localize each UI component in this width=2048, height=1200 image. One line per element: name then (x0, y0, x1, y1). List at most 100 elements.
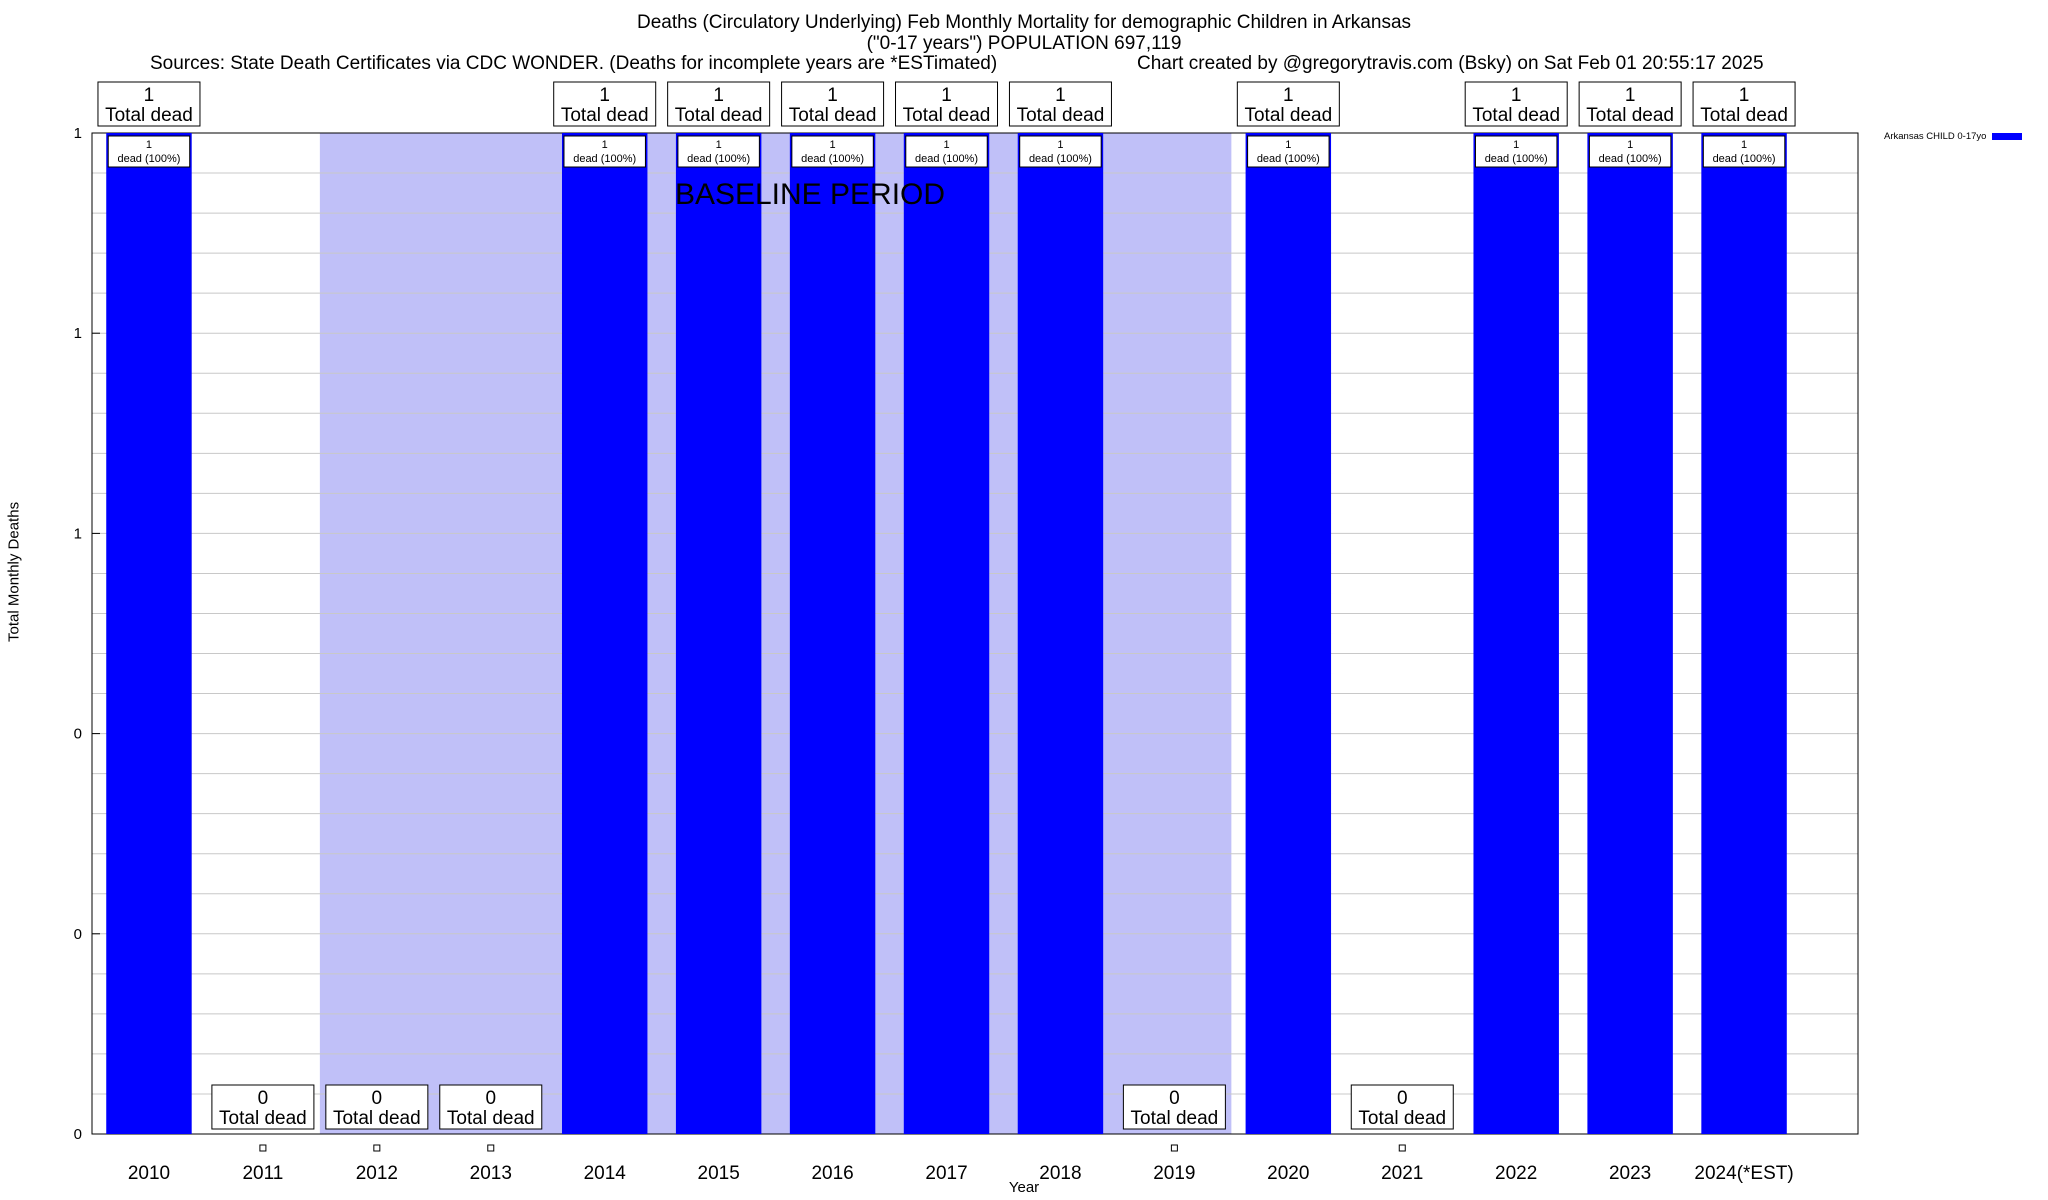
total-label-text: Total dead (1472, 105, 1560, 126)
total-label-text: Total dead (675, 105, 763, 126)
bar-inner-label-value: 1 (716, 139, 722, 151)
x-tick-label: 2013 (470, 1163, 512, 1184)
x-tick-label: 2022 (1495, 1163, 1537, 1184)
total-label-box (1350, 1084, 1454, 1130)
total-label-value: 1 (1625, 85, 1636, 106)
bar-inner-label-value: 1 (1285, 139, 1291, 151)
bar-inner-label-box (107, 135, 191, 168)
y-tick-label: 1 (74, 125, 82, 142)
bar-inner-label-box (905, 135, 988, 168)
total-label-text: Total dead (333, 1108, 421, 1129)
total-label-value: 1 (827, 85, 838, 106)
bar-inner-label-box (1019, 135, 1102, 168)
total-label-text: Total dead (1131, 1108, 1219, 1129)
bar-inner-label-text: dead (100%) (1599, 153, 1662, 165)
total-label-value: 1 (1511, 85, 1522, 106)
total-label-box (1692, 81, 1796, 127)
bar (1245, 133, 1332, 1134)
legend-series-swatch (1992, 133, 2023, 140)
x-tick-label: 2019 (1153, 1163, 1195, 1184)
x-axis-label: Year (1008, 1179, 1040, 1196)
bar (1473, 133, 1559, 1134)
bar (1701, 133, 1787, 1134)
bar-inner-label-box (1247, 135, 1330, 168)
bar-inner-label-value: 1 (943, 139, 949, 151)
bar-inner-label-box (563, 135, 646, 168)
total-label-text: Total dead (561, 105, 649, 126)
bar-inner-label-value: 1 (830, 139, 836, 151)
total-label-text: Total dead (1700, 105, 1788, 126)
bar-inner-label-value: 1 (1513, 139, 1519, 151)
chart-subtitle: ("0-17 years") POPULATION 697,119 (866, 33, 1182, 54)
total-label-box (439, 1084, 543, 1130)
zero-bar-marker (1398, 1144, 1406, 1152)
bar-inner-label-box (1474, 135, 1558, 168)
total-label-value: 1 (144, 85, 155, 106)
bar-inner-label-text: dead (100%) (915, 153, 978, 165)
bar (1017, 133, 1104, 1134)
x-tick-label: 2016 (811, 1163, 853, 1184)
bar-inner-label-box (677, 135, 760, 168)
x-tick-label: 2011 (242, 1163, 283, 1184)
x-tick-label: 2020 (1267, 1163, 1309, 1184)
total-label-value: 0 (1397, 1088, 1408, 1109)
total-label-box (553, 81, 657, 127)
total-label-box (1122, 1084, 1226, 1130)
x-tick-label: 2017 (925, 1163, 967, 1184)
y-tick-label: 1 (74, 325, 82, 342)
zero-bar-marker (259, 1144, 267, 1152)
bar-inner-label-text: dead (100%) (687, 153, 750, 165)
total-label-value: 1 (1055, 85, 1066, 106)
baseline-period-label: BASELINE PERIOD (675, 178, 945, 211)
bar-inner-label-text: dead (100%) (1029, 153, 1092, 165)
x-tick-label: 2010 (128, 1163, 170, 1184)
bar-inner-label-text: dead (100%) (1485, 153, 1548, 165)
bar (106, 133, 192, 1134)
total-label-value: 0 (258, 1088, 269, 1109)
bar-inner-label-text: dead (100%) (1713, 153, 1776, 165)
total-label-box (781, 81, 885, 127)
bar-inner-label-box (1702, 135, 1786, 168)
total-label-text: Total dead (105, 105, 193, 126)
y-tick-label: 0 (74, 1126, 82, 1143)
x-tick-label: 2021 (1381, 1163, 1423, 1184)
bar-inner-label-text: dead (100%) (573, 153, 636, 165)
x-tick-label: 2012 (356, 1163, 398, 1184)
bar-inner-label-box (1588, 135, 1672, 168)
bar (903, 133, 990, 1134)
bar-inner-label-text: dead (100%) (117, 153, 180, 165)
chart-credit-note: Chart created by @gregorytravis.com (Bsk… (1137, 53, 1764, 74)
total-label-text: Total dead (1244, 105, 1332, 126)
y-tick-label: 0 (74, 926, 82, 943)
x-tick-label: 2023 (1609, 1163, 1651, 1184)
total-label-text: Total dead (789, 105, 877, 126)
total-label-box (1578, 81, 1682, 127)
bar-inner-label-text: dead (100%) (801, 153, 864, 165)
total-label-value: 1 (1739, 85, 1750, 106)
bar (1587, 133, 1673, 1134)
zero-bar-marker (1170, 1144, 1178, 1152)
total-label-box (667, 81, 771, 127)
legend: Arkansas CHILD 0-17yo (1884, 131, 2023, 142)
total-label-value: 0 (372, 1088, 383, 1109)
legend-series-label: Arkansas CHILD 0-17yo (1884, 131, 1987, 142)
total-label-text: Total dead (903, 105, 991, 126)
total-label-box (895, 81, 999, 127)
y-tick-label: 1 (74, 525, 82, 542)
x-tick-label: 2015 (698, 1163, 740, 1184)
bar (561, 133, 648, 1134)
x-tick-label: 2018 (1039, 1163, 1081, 1184)
bar (675, 133, 762, 1134)
bar-inner-label-value: 1 (1627, 139, 1633, 151)
bar-inner-label-box (791, 135, 874, 168)
total-label-box (1008, 81, 1112, 127)
total-label-box (97, 81, 201, 127)
zero-bar-marker (373, 1144, 381, 1152)
total-label-box (1464, 81, 1568, 127)
total-label-text: Total dead (447, 1108, 535, 1129)
chart-source-note: Sources: State Death Certificates via CD… (150, 53, 998, 74)
zero-bar-marker (487, 1144, 495, 1152)
bar-inner-label-value: 1 (1741, 139, 1747, 151)
bar-inner-label-value: 1 (602, 139, 608, 151)
